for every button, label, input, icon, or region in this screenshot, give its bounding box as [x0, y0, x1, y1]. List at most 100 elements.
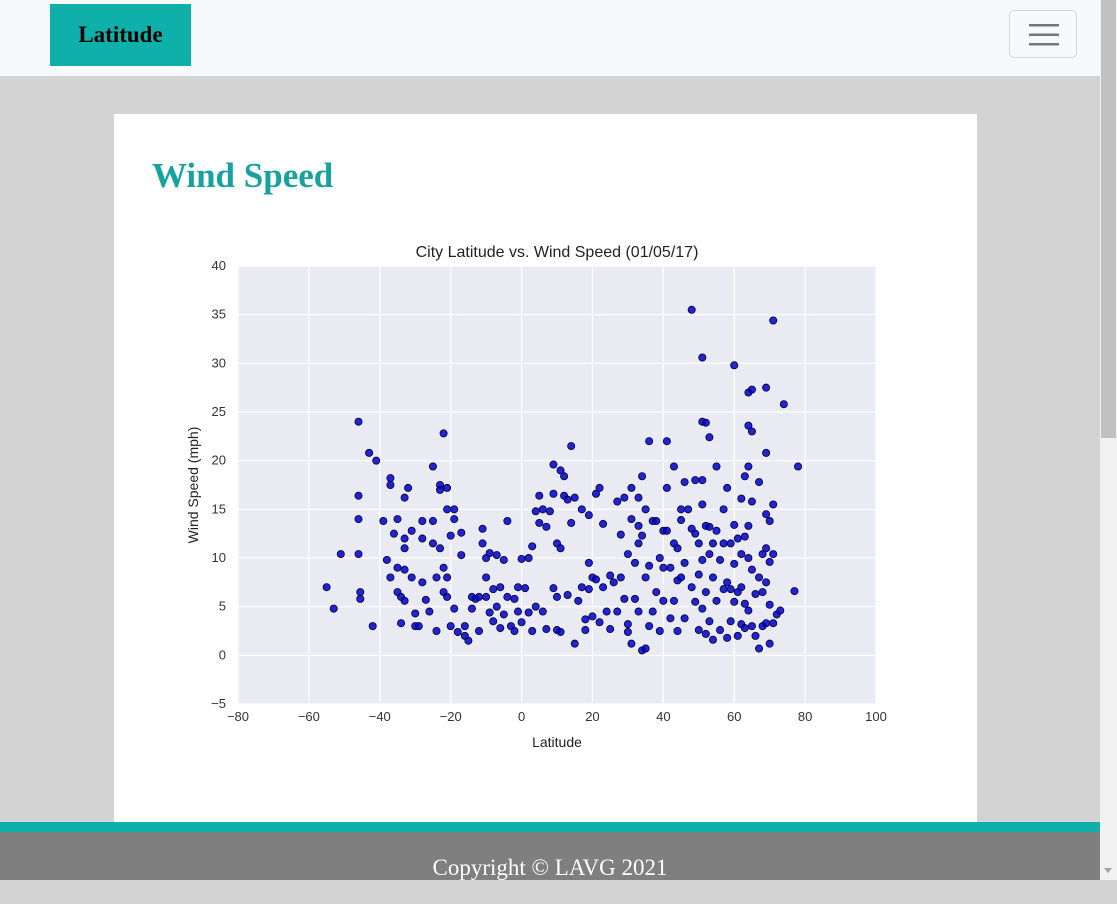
- data-point: [574, 596, 583, 605]
- data-point: [744, 521, 753, 530]
- data-point: [776, 606, 785, 615]
- data-point: [708, 539, 717, 548]
- data-point: [467, 604, 476, 613]
- y-tick-label: 40: [212, 258, 226, 273]
- data-point: [666, 563, 675, 572]
- data-point: [737, 550, 746, 559]
- data-point: [762, 544, 771, 553]
- data-point: [421, 595, 430, 604]
- data-point: [645, 437, 654, 446]
- data-point: [563, 590, 572, 599]
- data-point: [606, 625, 615, 634]
- data-point: [492, 602, 501, 611]
- data-point: [446, 622, 455, 631]
- data-point: [694, 626, 703, 635]
- data-point: [492, 551, 501, 560]
- data-point: [400, 596, 409, 605]
- data-point: [719, 505, 728, 514]
- data-point: [428, 539, 437, 548]
- data-point: [669, 462, 678, 471]
- data-point: [563, 495, 572, 504]
- scroll-down-arrow-icon[interactable]: [1104, 868, 1112, 873]
- data-point: [482, 592, 491, 601]
- data-point: [591, 575, 600, 584]
- data-point: [556, 627, 565, 636]
- data-point: [535, 518, 544, 527]
- data-point: [524, 608, 533, 617]
- scrollbar-thumb[interactable]: [1101, 0, 1116, 438]
- brand-link[interactable]: Latitude: [50, 4, 191, 66]
- data-point: [581, 626, 590, 635]
- data-point: [584, 558, 593, 567]
- data-point: [779, 400, 788, 409]
- data-point: [514, 583, 523, 592]
- data-point: [669, 596, 678, 605]
- data-point: [510, 627, 519, 636]
- data-point: [705, 433, 714, 442]
- data-point: [755, 644, 764, 653]
- chart-title: City Latitude vs. Wind Speed (01/05/17): [416, 244, 699, 261]
- data-point: [694, 570, 703, 579]
- data-point: [634, 607, 643, 616]
- data-point: [556, 544, 565, 553]
- data-point: [740, 624, 749, 633]
- data-point: [712, 526, 721, 535]
- y-tick-label: 25: [212, 404, 226, 419]
- data-point: [549, 584, 558, 593]
- data-point: [542, 625, 551, 634]
- data-point: [584, 585, 593, 594]
- data-point: [758, 550, 767, 559]
- data-point: [677, 516, 686, 525]
- data-point: [436, 544, 445, 553]
- data-point: [400, 565, 409, 574]
- y-tick-label: 35: [212, 307, 226, 322]
- data-point: [701, 418, 710, 427]
- data-point: [496, 624, 505, 633]
- data-point: [496, 583, 505, 592]
- data-point: [719, 539, 728, 548]
- data-point: [595, 483, 604, 492]
- data-point: [485, 549, 494, 558]
- data-point: [368, 622, 377, 631]
- data-point: [528, 542, 537, 551]
- data-point: [439, 563, 448, 572]
- data-point: [414, 622, 423, 631]
- data-point: [705, 617, 714, 626]
- data-point: [354, 417, 363, 426]
- data-point: [747, 565, 756, 574]
- data-point: [751, 590, 760, 599]
- data-point: [680, 478, 689, 487]
- data-point: [747, 497, 756, 506]
- data-point: [478, 539, 487, 548]
- data-point: [386, 474, 395, 483]
- data-point: [613, 607, 622, 616]
- data-point: [397, 619, 406, 628]
- x-tick-label: 20: [585, 709, 599, 724]
- data-point: [400, 534, 409, 543]
- data-point: [407, 526, 416, 535]
- data-point: [393, 563, 402, 572]
- data-point: [386, 480, 395, 489]
- navbar-toggle-button[interactable]: [1009, 10, 1077, 58]
- data-point: [723, 578, 732, 587]
- data-point: [475, 592, 484, 601]
- data-point: [723, 483, 732, 492]
- data-point: [535, 491, 544, 500]
- data-point: [652, 588, 661, 597]
- data-point: [698, 555, 707, 564]
- data-point: [499, 610, 508, 619]
- data-point: [457, 551, 466, 560]
- data-point: [322, 583, 331, 592]
- data-point: [606, 571, 615, 580]
- data-point: [588, 612, 597, 621]
- data-point: [769, 500, 778, 509]
- data-point: [524, 553, 533, 562]
- data-point: [762, 383, 771, 392]
- data-point: [460, 622, 469, 631]
- data-point: [705, 522, 714, 531]
- data-point: [503, 517, 512, 526]
- page-title: Wind Speed: [152, 156, 334, 195]
- data-point: [677, 573, 686, 582]
- data-point: [634, 539, 643, 548]
- data-point: [549, 460, 558, 469]
